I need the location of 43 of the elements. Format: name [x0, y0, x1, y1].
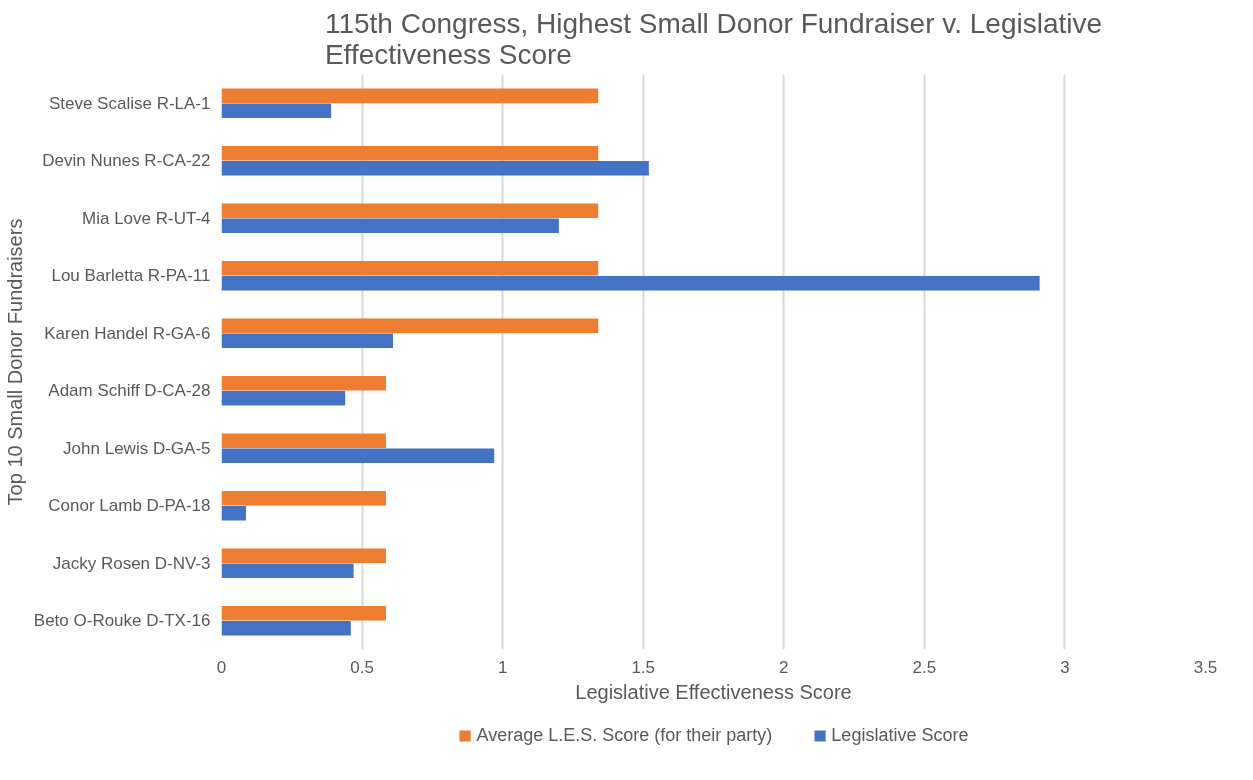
bar — [221, 146, 599, 161]
chart-title: 115th Congress, Highest Small Donor Fundraiser v. Legislative Effectiveness Score — [324, 7, 1103, 70]
y-tick-label: Mia Love R-UT-4 — [82, 208, 211, 228]
x-tick-label: 0.5 — [350, 657, 374, 677]
x-tick-label: 3.5 — [1193, 657, 1218, 677]
x-tick-label: 3 — [1060, 657, 1070, 677]
bar — [221, 88, 599, 104]
bar — [221, 448, 495, 463]
x-tick-label: 2.5 — [912, 657, 937, 677]
bar — [221, 275, 1040, 291]
y-tick-label: Jacky Rosen D-NV-3 — [52, 553, 211, 573]
bar — [221, 505, 246, 521]
x-axis-title: Legislative Effectiveness Score — [575, 680, 852, 703]
y-tick-label: Lou Barletta R-PA-11 — [51, 266, 211, 286]
x-tick-label: 0 — [216, 657, 227, 677]
y-tick-label: John Lewis D-GA-5 — [63, 438, 211, 458]
bar — [221, 433, 386, 449]
y-axis-title: Top 10 Small Donor Fundraisers — [3, 218, 26, 506]
x-tick-label: 1.5 — [631, 657, 656, 677]
x-tick-label: 1 — [497, 657, 508, 677]
bar — [221, 333, 393, 348]
bar — [221, 620, 351, 636]
bar — [221, 318, 599, 334]
bar — [221, 548, 386, 564]
bar — [221, 203, 599, 219]
x-tick-label: 2 — [779, 657, 789, 677]
bar — [221, 261, 599, 276]
bar — [221, 218, 559, 233]
bar — [221, 491, 386, 506]
y-tick-label: Karen Handel R-GA-6 — [44, 323, 211, 343]
y-tick-label: Adam Schiff D-CA-28 — [48, 381, 211, 401]
bar — [221, 160, 649, 176]
bar — [221, 563, 354, 578]
y-tick-label: Steve Scalise R-LA-1 — [48, 93, 211, 113]
bar — [221, 103, 332, 118]
bar — [221, 376, 386, 391]
legend-label: Legislative Score — [831, 724, 969, 746]
bar — [221, 390, 346, 406]
legend-label: Average L.E.S. Score (for their party) — [476, 724, 773, 746]
y-tick-label: Conor Lamb D-PA-18 — [48, 496, 211, 516]
y-tick-label: Beto O-Rouke D-TX-16 — [33, 611, 211, 631]
y-tick-label: Devin Nunes R-CA-22 — [42, 151, 211, 171]
bar — [221, 606, 386, 621]
